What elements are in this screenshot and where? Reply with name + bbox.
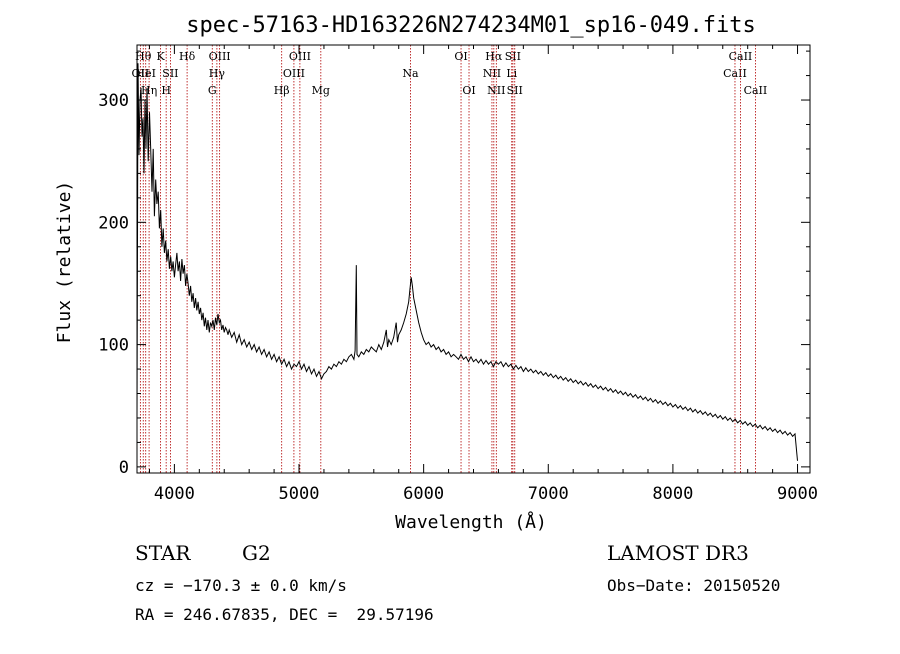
- coordinates: RA = 246.67835, DEC = 29.57196: [135, 605, 434, 624]
- x-axis-label: Wavelength (Å): [395, 511, 547, 533]
- line-marker-label-2: HeI: [135, 67, 155, 80]
- line-marker-label-23: SII: [507, 84, 523, 97]
- line-marker-label-5: H: [161, 84, 171, 97]
- line-marker-label-10: OIII: [209, 50, 231, 63]
- line-marker-label-19: Hα: [485, 50, 503, 63]
- line-marker-label-3: Hη: [141, 84, 157, 97]
- line-marker-label-15: Na: [402, 67, 419, 80]
- line-marker-label-18: NII: [483, 67, 501, 80]
- line-marker-label-24: CaII: [723, 67, 747, 80]
- line-marker-label-4: K: [156, 50, 165, 63]
- spectrum-line-0: [136, 63, 798, 461]
- line-marker-label-1: Hθ: [135, 50, 152, 63]
- x-tick-label-4000: 4000: [154, 484, 195, 504]
- redshift-velocity: cz = −170.3 ± 0.0 km/s: [135, 576, 347, 595]
- y-axis-label: Flux (relative): [54, 181, 75, 344]
- plot-axes: [136, 44, 811, 474]
- y-tick-label-100: 100: [98, 336, 129, 356]
- line-marker-label-22: SII: [505, 50, 521, 63]
- line-marker-label-21: Li: [506, 67, 517, 80]
- object-class: STAR: [135, 541, 191, 565]
- line-marker-label-6: SII: [162, 67, 178, 80]
- line-marker-label-8: G: [208, 84, 217, 97]
- y-tick-label-300: 300: [98, 91, 129, 111]
- line-marker-label-11: Hβ: [274, 84, 290, 97]
- line-marker-label-20: NII: [487, 84, 505, 97]
- line-marker-label-9: Hγ: [209, 67, 226, 80]
- line-marker-label-0: OII: [132, 67, 150, 80]
- line-marker-label-12: OIII: [283, 67, 305, 80]
- axis-ticks: 4000 5000 6000 7000 8000 9000 0 100 200 300: [98, 45, 818, 504]
- line-marker-label-14: Mg: [312, 84, 330, 97]
- line-marker-label-13: OIII: [289, 50, 311, 63]
- y-tick-label-200: 200: [98, 213, 129, 233]
- observation-date: Obs−Date: 20150520: [607, 576, 781, 595]
- spectral-subclass: G2: [242, 541, 271, 565]
- x-tick-label-5000: 5000: [279, 484, 320, 504]
- line-marker-label-7: Hδ: [179, 50, 196, 63]
- x-tick-label-8000: 8000: [652, 484, 693, 504]
- chart-title: spec-57163-HD163226N274234M01_sp16-049.f…: [186, 13, 756, 38]
- line-marker-label-25: CaII: [729, 50, 753, 63]
- y-tick-label-0: 0: [119, 458, 129, 478]
- spectral-line-markers: OIIHθHeIHηKHSIIHδGHγOIIIHβOIIIOIIIMgNaOI…: [132, 45, 768, 473]
- line-marker-label-26: CaII: [744, 84, 768, 97]
- spectrum-series: [136, 63, 798, 461]
- x-tick-label-9000: 9000: [777, 484, 818, 504]
- x-tick-label-7000: 7000: [528, 484, 569, 504]
- plot-frame: [136, 44, 811, 474]
- survey-name: LAMOST DR3: [607, 541, 749, 565]
- line-marker-label-17: OI: [462, 84, 475, 97]
- x-tick-label-6000: 6000: [403, 484, 444, 504]
- line-marker-label-16: OI: [454, 50, 467, 63]
